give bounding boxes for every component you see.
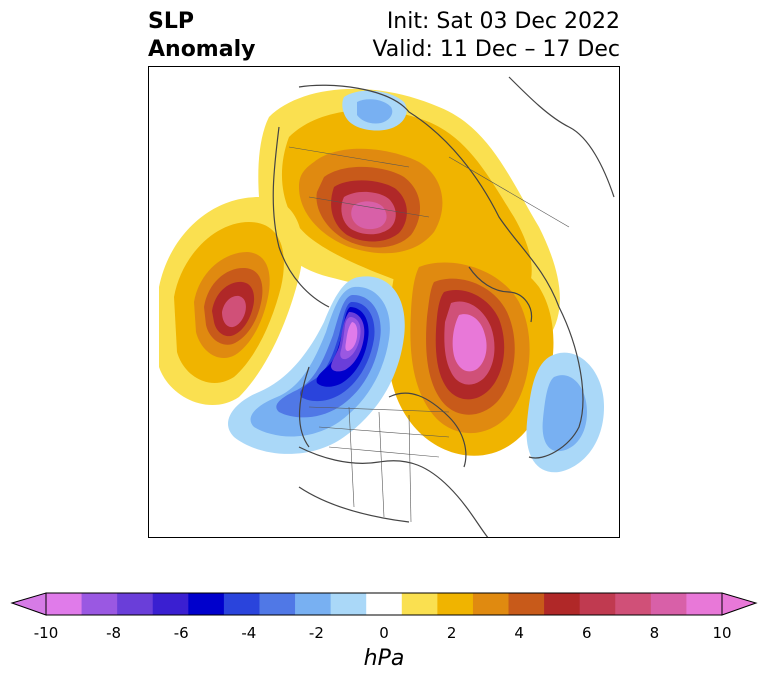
siberia-low-contours: [342, 90, 407, 131]
colorbar-tick-label: 0: [379, 624, 389, 642]
anomaly-map-svg: [159, 76, 615, 537]
valid-date-range: Valid: 11 Dec – 17 Dec: [372, 37, 620, 62]
colorbar-tick-label: -8: [106, 624, 122, 642]
colorbar-tick-label: 10: [712, 624, 732, 642]
title-left-line2: Anomaly: [148, 37, 256, 62]
colorbar-segment: [686, 593, 723, 615]
colorbar-segment: [366, 593, 403, 615]
colorbar-segment: [259, 593, 296, 615]
greenland-high-contours: [387, 247, 554, 456]
country-borders: [288, 146, 570, 523]
atlantic-low-contours: [526, 352, 604, 473]
colorbar-units: hPa: [363, 646, 405, 671]
colorbar-segment: [508, 593, 545, 615]
colorbar-segment: [615, 593, 652, 615]
colorbar-segment: [223, 593, 260, 615]
coastlines: [272, 76, 615, 537]
colorbar-segment: [117, 593, 154, 615]
colorbar-segment: [81, 593, 118, 615]
colorbar-tick-label: -2: [308, 624, 324, 642]
alaska-low-contours: [228, 276, 405, 454]
colorbar-segment: [330, 593, 367, 615]
colorbar-tick-label: 6: [582, 624, 592, 642]
colorbar-over-arrow: [721, 592, 758, 616]
colorbar-segment: [544, 593, 581, 615]
pacific-high-contours: [159, 197, 303, 406]
colorbar-outline: [45, 592, 723, 616]
colorbar-segment: [472, 593, 510, 615]
map-dates: Init: Sat 03 Dec 2022 Valid: 11 Dec – 17…: [372, 8, 620, 64]
colorbar-segment: [437, 593, 474, 615]
colorbar-tick-label: -4: [241, 624, 257, 642]
colorbar-tick-label: 4: [514, 624, 524, 642]
colorbar-under-arrow: [10, 592, 47, 616]
colorbar-segment: [650, 593, 687, 615]
colorbar-segment: [188, 593, 225, 615]
colorbar-tick-label: -10: [33, 624, 59, 642]
colorbar-segment: [295, 593, 332, 615]
colorbar-segment: [46, 593, 83, 615]
colorbar-tick-label: -6: [173, 624, 189, 642]
colorbar-segment: [401, 593, 438, 615]
anomaly-map: [148, 66, 620, 538]
colorbar-segments: [46, 593, 723, 615]
map-title: SLP Anomaly: [148, 8, 255, 64]
title-left-line1: SLP: [148, 9, 194, 34]
colorbar-segment: [579, 593, 616, 615]
colorbar: [10, 592, 758, 616]
colorbar-segment: [152, 593, 189, 615]
colorbar-tick-label: 8: [649, 624, 660, 642]
init-date: Init: Sat 03 Dec 2022: [386, 9, 620, 34]
colorbar-tick-label: 2: [446, 624, 457, 642]
